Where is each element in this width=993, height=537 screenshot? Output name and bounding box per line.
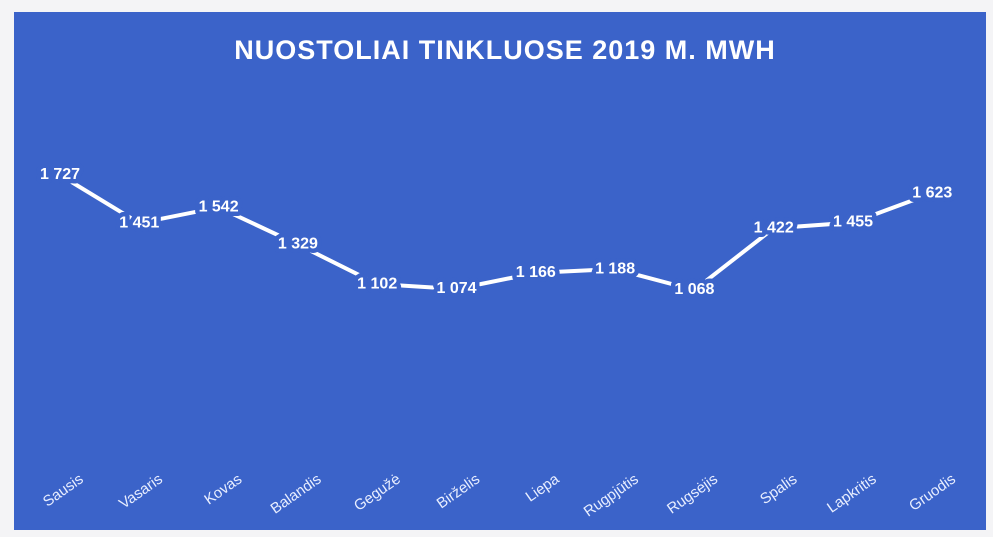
value-label: 1 188 (595, 260, 635, 277)
value-label: 1 074 (436, 280, 476, 297)
value-label: 1 422 (754, 219, 794, 236)
value-label: 1 727 (40, 166, 80, 183)
plot-background (14, 12, 986, 530)
line (58, 173, 933, 293)
value-label: 1 068 (674, 281, 714, 298)
value-label: 1 451 (119, 214, 159, 231)
value-label: 1 166 (516, 264, 556, 281)
value-label: 1 102 (357, 275, 397, 292)
value-label: 1 623 (912, 184, 952, 201)
value-label: 1 542 (199, 199, 239, 216)
value-label: 1 455 (833, 214, 873, 231)
chart-title: NUOSTOLIAI TINKLUOSE 2019 M. MWH (234, 35, 776, 65)
value-label: 1 329 (278, 236, 318, 253)
